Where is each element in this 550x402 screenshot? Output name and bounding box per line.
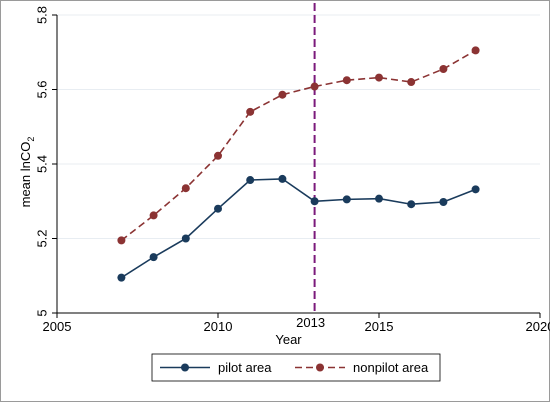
data-point [278, 90, 287, 99]
data-point [149, 211, 158, 220]
data-point [407, 200, 416, 209]
y-axis-title: mean lnCO2 [18, 137, 36, 208]
data-point [214, 151, 222, 160]
ticks: 5 5.2 5.4 5.6 5.8 2005 2010 2015 2020 [34, 6, 550, 334]
data-point [310, 197, 319, 206]
data-point [278, 174, 287, 183]
data-point [439, 65, 448, 74]
data-point [471, 46, 480, 55]
data-point [214, 204, 222, 213]
series-line [120, 178, 476, 279]
x-tick-label: 2010 [204, 319, 233, 334]
legend-item-0: pilot area [160, 360, 272, 375]
data-point [342, 195, 351, 204]
grid [57, 14, 540, 314]
data-point [310, 82, 319, 91]
data-point [342, 76, 351, 85]
data-point [246, 176, 255, 185]
y-tick-label: 5 [34, 309, 49, 316]
y-tick-label: 5.6 [34, 80, 49, 98]
legend: pilot area nonpilot area [151, 353, 441, 382]
legend-items: pilot area nonpilot area [160, 360, 429, 375]
x-axis-title: Year [275, 332, 302, 347]
y-tick-label: 5.2 [34, 229, 49, 247]
y-axis-title-main: mean lnCO [18, 142, 33, 208]
legend-label: pilot area [218, 360, 272, 375]
data-point [149, 253, 158, 262]
vline-label: 2013 [296, 315, 325, 330]
data-point [246, 107, 255, 116]
data-point [471, 185, 480, 194]
data-point [181, 184, 190, 193]
legend-item-1: nonpilot area [295, 360, 429, 375]
x-tick-label: 2005 [43, 319, 72, 334]
data-point [375, 194, 383, 203]
y-tick-label: 5.8 [34, 6, 49, 24]
series-0 [117, 174, 480, 282]
legend-label: nonpilot area [353, 360, 429, 375]
data-point [117, 273, 126, 282]
legend-swatch-marker [316, 363, 324, 372]
series-1 [117, 46, 480, 245]
legend-swatch-marker [181, 363, 189, 372]
series-line [120, 49, 477, 241]
y-tick-label: 5.4 [34, 155, 49, 173]
y-axis-title-subscript: 2 [26, 137, 36, 142]
series [117, 46, 480, 282]
x-tick-label: 2015 [365, 319, 394, 334]
data-point [439, 197, 448, 206]
data-point [181, 234, 190, 243]
x-tick-label: 2020 [526, 319, 550, 334]
data-point [407, 78, 416, 87]
data-point [117, 236, 126, 245]
data-point [375, 73, 383, 82]
reference-line: 2013 [296, 3, 325, 330]
